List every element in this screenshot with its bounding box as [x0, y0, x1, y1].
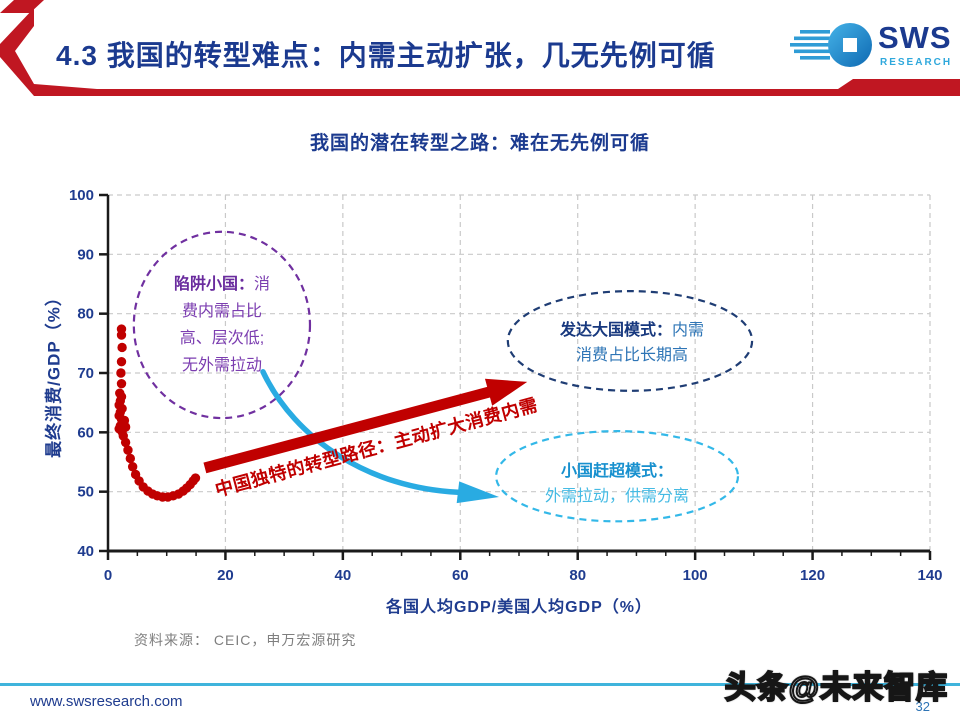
annotation-lead: 陷阱小国： — [173, 276, 254, 293]
annotation-text: 高、层次低; — [179, 330, 265, 347]
red-chevron-shape — [0, 8, 34, 96]
svg-text:0: 0 — [104, 567, 112, 584]
annotation-trap-small-countries: 陷阱小国：消 费内需占比 高、层次低; 无外需拉动 — [174, 271, 270, 379]
red-bottom-bar — [34, 84, 960, 96]
source-note: 资料来源： CEIC，申万宏源研究 — [134, 632, 357, 648]
slide-header: 4.3 我国的转型难点：内需主动扩张，几无先例可循 SWS RESEARCH — [0, 0, 960, 100]
svg-text:80: 80 — [569, 567, 586, 584]
annotation-text: 费内需占比 — [181, 303, 262, 320]
svg-text:90: 90 — [77, 246, 94, 263]
annotation-developed-large-countries: 发达大国模式：内需 消费占比长期高 — [560, 318, 704, 368]
watermark: 头条@未来智库 — [724, 669, 948, 706]
ellipse-trap — [132, 230, 312, 420]
annotation-text: 消 — [254, 276, 271, 293]
page-title: 4.3 我国的转型难点：内需主动扩张，几无先例可循 — [56, 40, 716, 71]
y-axis-title: 最终消费/GDP（%） — [44, 288, 64, 458]
annotation-text: 外需拉动，供需分离 — [544, 488, 690, 505]
svg-text:40: 40 — [77, 543, 94, 560]
svg-text:70: 70 — [77, 365, 94, 382]
svg-text:80: 80 — [77, 306, 94, 323]
annotation-lead: 发达大国模式： — [559, 322, 672, 339]
footer-divider — [0, 683, 960, 686]
annotation-text: 消费占比长期高 — [575, 347, 688, 364]
svg-text:60: 60 — [77, 424, 94, 441]
x-axis-title: 各国人均GDP/美国人均GDP（%） — [385, 599, 653, 616]
svg-text:20: 20 — [217, 567, 234, 584]
gridlines — [108, 194, 931, 551]
svg-text:60: 60 — [452, 567, 469, 584]
ellipse-developed — [506, 290, 754, 392]
sws-logo-icon — [790, 23, 872, 67]
data-points — [114, 324, 201, 502]
cyan-swoosh-arrow — [260, 369, 500, 504]
red-right-band — [838, 79, 960, 89]
svg-text:120: 120 — [800, 567, 825, 584]
svg-text:100: 100 — [69, 187, 94, 204]
svg-text:100: 100 — [683, 567, 708, 584]
header-red-decoration — [0, 0, 960, 96]
annotation-small-country-catchup: 小国赶超模式： 外需拉动，供需分离 — [545, 459, 689, 509]
chart-title: 我国的潜在转型之路：难在无先例可循 — [309, 133, 650, 154]
logo-text: SWS — [878, 20, 952, 55]
ellipse-catchup — [495, 430, 740, 523]
annotation-lead: 小国赶超模式： — [560, 463, 674, 480]
annotation-text: 内需 — [672, 322, 705, 339]
page-number: 32 — [915, 699, 930, 714]
logo-subtext: RESEARCH — [880, 57, 953, 68]
annotation-text: 无外需拉动 — [181, 357, 262, 374]
annotation-ellipses — [132, 230, 754, 523]
red-transition-arrow — [203, 378, 528, 474]
sws-logo: SWS RESEARCH — [782, 8, 954, 86]
svg-text:40: 40 — [335, 567, 352, 584]
svg-text:140: 140 — [917, 567, 942, 584]
svg-text:50: 50 — [77, 484, 94, 501]
axes: 40 50 60 70 80 90 100 0 20 40 60 80 100 120 140 — [69, 187, 943, 584]
footer-website-link[interactable]: www.swsresearch.com — [30, 693, 183, 710]
